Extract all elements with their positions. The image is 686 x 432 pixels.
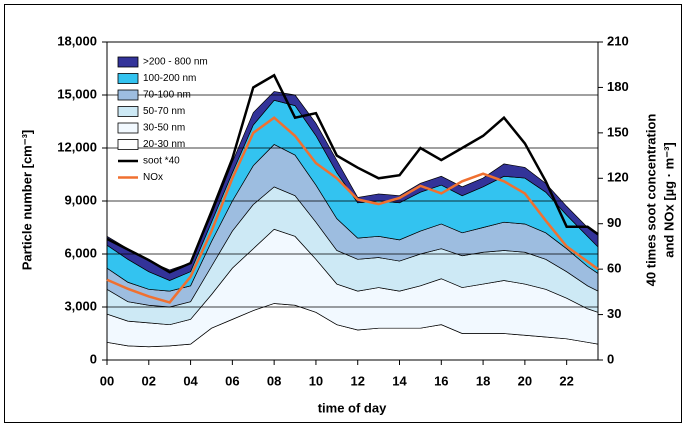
x-tick-label: 10 xyxy=(309,373,323,388)
y-tick-label: 18,000 xyxy=(57,33,97,48)
x-tick-label: 16 xyxy=(434,373,448,388)
y-tick-label: 0 xyxy=(90,351,97,366)
y2-tick-label: 120 xyxy=(607,170,629,185)
legend-label: 50-70 nm xyxy=(143,106,185,117)
y2-tick-label: 30 xyxy=(607,306,621,321)
x-tick-label: 18 xyxy=(476,373,490,388)
y-axis-label: Particle number [cm⁻³] xyxy=(19,130,34,271)
y2-axis-label: and NOx [µg · m⁻³] xyxy=(661,142,676,257)
legend-label: 70-100 nm xyxy=(143,90,191,101)
line xyxy=(106,73,599,274)
legend-label: 30-50 nm xyxy=(143,123,185,134)
legend-swatch xyxy=(117,89,139,101)
x-tick-label: 20 xyxy=(518,373,532,388)
legend-label: >200 - 800 nm xyxy=(143,57,208,68)
y-tick-label: 9,000 xyxy=(64,192,97,207)
y2-tick-label: 210 xyxy=(607,33,629,48)
y-tick-label: 15,000 xyxy=(57,86,97,101)
x-tick-label: 08 xyxy=(267,373,281,388)
y2-tick-label: 60 xyxy=(607,261,621,276)
legend-label: soot *40 xyxy=(143,156,180,167)
x-tick-label: 02 xyxy=(142,373,156,388)
y2-tick-label: 0 xyxy=(607,351,614,366)
legend-swatch xyxy=(117,139,139,150)
legend-label: NOx xyxy=(143,172,163,183)
y2-tick-label: 180 xyxy=(607,79,629,94)
y2-axis-label: 40 times soot concentration xyxy=(643,114,658,287)
legend-swatch xyxy=(117,56,139,68)
x-tick-label: 12 xyxy=(350,373,364,388)
legend-label: 20-30 nm xyxy=(143,139,185,150)
x-axis-label: time of day xyxy=(318,400,387,415)
y-tick-label: 3,000 xyxy=(64,298,97,313)
plot-border xyxy=(106,41,599,361)
line xyxy=(106,116,599,304)
x-tick-label: 22 xyxy=(559,373,573,388)
x-tick-label: 14 xyxy=(392,373,407,388)
x-tick-label: 04 xyxy=(183,373,198,388)
y-tick-label: 12,000 xyxy=(57,139,97,154)
legend-swatch xyxy=(117,73,139,84)
legend-swatch xyxy=(117,122,139,134)
legend-swatch xyxy=(117,106,139,117)
x-tick-label: 06 xyxy=(225,373,239,388)
y2-tick-label: 150 xyxy=(607,124,629,139)
legend-label: 100-200 nm xyxy=(143,73,196,84)
x-tick-label: 00 xyxy=(100,373,114,388)
y2-tick-label: 90 xyxy=(607,215,621,230)
y-tick-label: 6,000 xyxy=(64,245,97,260)
